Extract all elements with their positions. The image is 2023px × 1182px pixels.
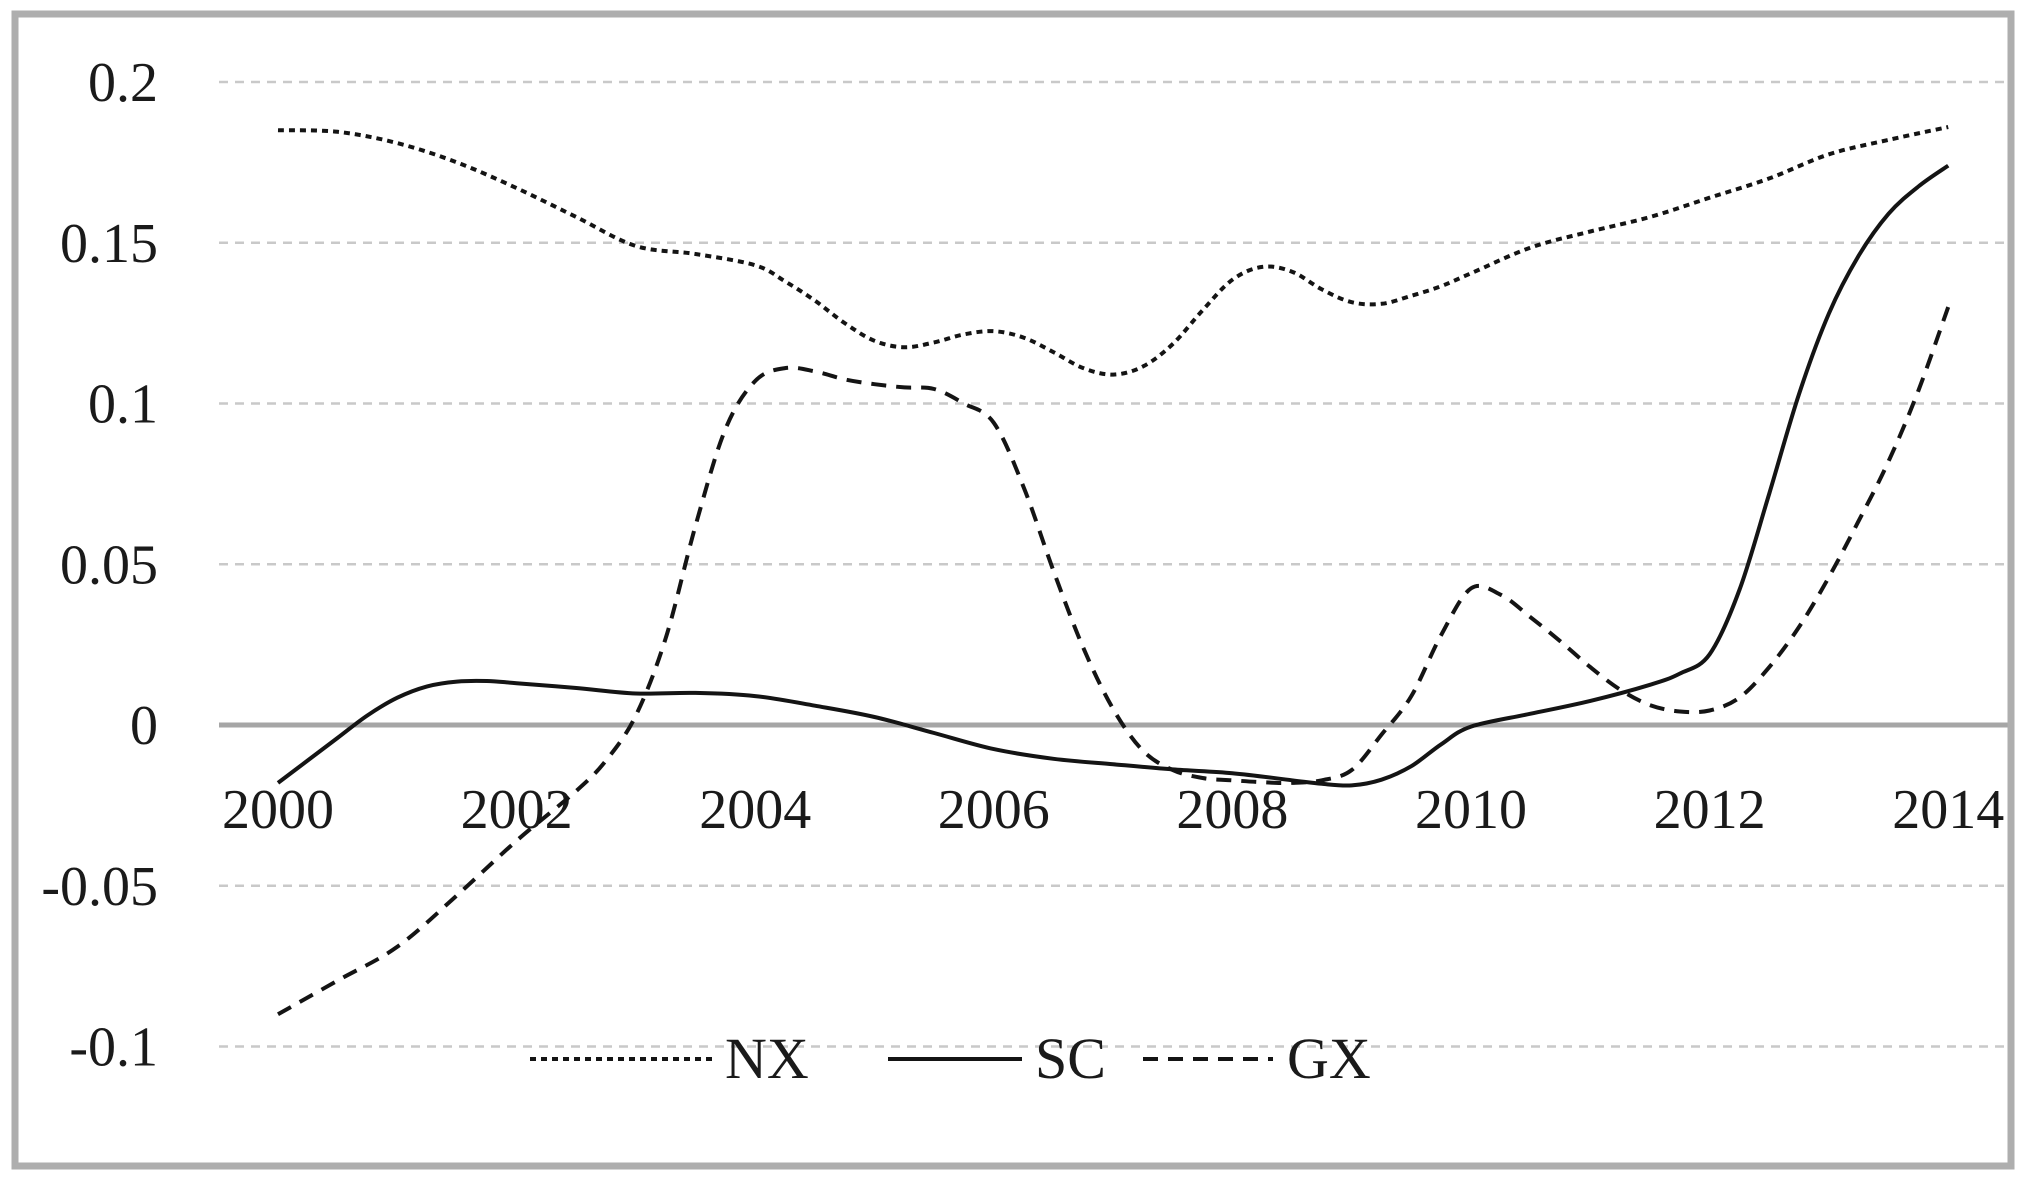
x-tick-label: 2008 [1176,779,1288,841]
y-tick-label: 0.15 [60,213,158,275]
gx-series-line [277,306,1951,1017]
sc-series-line [276,163,1950,788]
y-tick-label: -0.05 [41,856,158,918]
x-tick-label: 2010 [1415,779,1527,841]
y-tick-label: 0.2 [88,52,158,114]
legend-label: GX [1287,1026,1371,1091]
y-tick-label: 0.05 [60,534,158,596]
y-tick-label: -0.1 [69,1017,158,1079]
legend-label: NX [725,1026,809,1091]
figure-border [11,10,2015,1170]
y-tick-label: 0.1 [88,374,158,436]
legend-label: SC [1035,1026,1106,1091]
legend-item-nx: NX [530,1026,809,1091]
x-tick-label: 2004 [699,779,811,841]
y-tick-label: 0 [130,695,158,757]
x-tick-label: 2006 [938,779,1050,841]
legend-item-sc: SC [888,1026,1106,1091]
x-tick-label: 2002 [461,779,573,841]
legend-item-gx: GX [1143,1026,1371,1091]
x-tick-label: 2012 [1654,779,1766,841]
x-tick-label: 2014 [1892,779,2004,841]
nx-series-line [277,125,1949,377]
x-tick-label: 2000 [222,779,334,841]
